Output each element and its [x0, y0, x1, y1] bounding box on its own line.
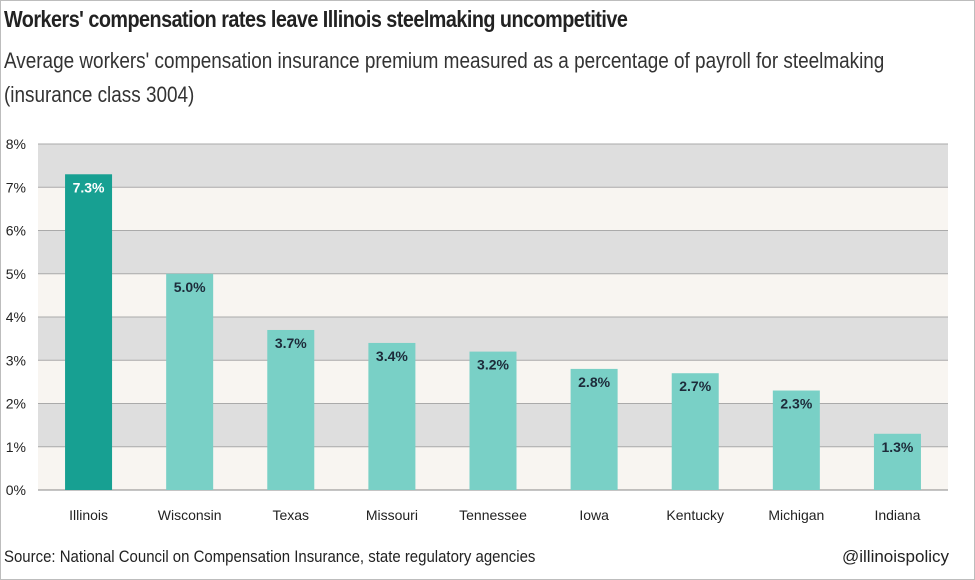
x-tick-label: Michigan — [768, 507, 824, 523]
data-label: 7.3% — [73, 179, 105, 195]
x-tick-label: Tennessee — [459, 507, 527, 523]
social-handle: @illinoispolicy — [841, 547, 949, 566]
y-tick-label: 6% — [6, 223, 26, 239]
y-tick-label: 5% — [6, 266, 26, 282]
y-tick-label: 0% — [6, 482, 26, 498]
y-tick-label: 1% — [6, 439, 26, 455]
bar — [166, 273, 214, 490]
data-label: 2.8% — [578, 374, 610, 390]
y-tick-label: 2% — [6, 396, 26, 412]
data-label: 3.4% — [376, 348, 408, 364]
data-label: 2.3% — [780, 396, 812, 412]
x-tick-label: Illinois — [69, 507, 108, 523]
grid-band — [38, 144, 948, 188]
grid-band — [38, 187, 948, 231]
y-tick-label: 4% — [6, 309, 26, 325]
chart-subtitle: Average workers' compensation insurance … — [4, 48, 885, 107]
data-label: 5.0% — [174, 279, 206, 295]
bar — [65, 174, 113, 490]
bar — [671, 373, 719, 490]
bar — [570, 368, 618, 490]
chart-title: Workers' compensation rates leave Illino… — [4, 6, 628, 32]
y-tick-label: 7% — [6, 179, 26, 195]
y-tick-label: 8% — [6, 136, 26, 152]
data-label: 1.3% — [881, 439, 913, 455]
x-tick-label: Kentucky — [666, 507, 724, 523]
x-tick-label: Iowa — [579, 507, 609, 523]
source-note: Source: National Council on Compensation… — [4, 547, 536, 566]
x-tick-label: Missouri — [366, 507, 418, 523]
bar — [267, 329, 315, 490]
bar — [772, 390, 820, 490]
bar — [368, 342, 416, 490]
data-label: 2.7% — [679, 378, 711, 394]
bar — [469, 351, 517, 490]
x-tick-label: Texas — [272, 507, 309, 523]
data-label: 3.2% — [477, 357, 509, 373]
data-label: 3.7% — [275, 335, 307, 351]
grid-band — [38, 230, 948, 274]
x-tick-label: Wisconsin — [158, 507, 222, 523]
x-tick-label: Indiana — [874, 507, 920, 523]
bar — [873, 433, 921, 490]
y-tick-label: 3% — [6, 352, 26, 368]
